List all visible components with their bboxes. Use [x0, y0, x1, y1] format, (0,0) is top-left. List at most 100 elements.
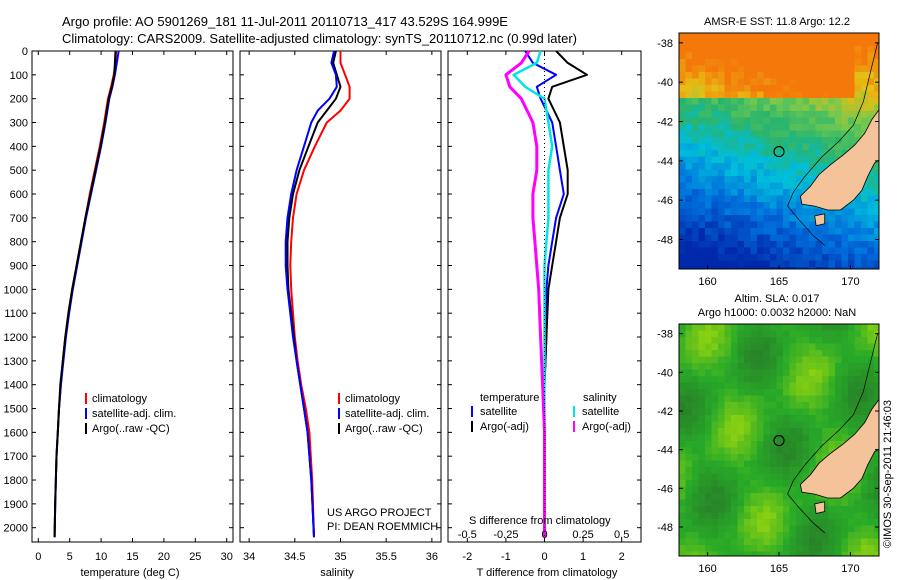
map-cell: [861, 389, 869, 397]
map-cell: [783, 382, 791, 390]
map-cell: [776, 46, 784, 54]
map-cell: [698, 525, 706, 533]
map-cell: [796, 376, 804, 384]
map-cell: [874, 363, 879, 371]
map-cell: [854, 525, 862, 533]
map-cell: [822, 363, 830, 371]
map-cell: [841, 395, 849, 403]
map-cell: [835, 143, 843, 151]
map-cell: [841, 137, 849, 145]
map-cell: [770, 441, 778, 449]
header-line-2: Climatology: CARS2009. Satellite-adjuste…: [62, 31, 577, 46]
map-cell: [783, 46, 791, 54]
map-cell: [685, 434, 693, 442]
map-cell: [724, 78, 732, 86]
map-cell: [679, 98, 687, 106]
map-cell: [744, 52, 752, 60]
map-cell: [705, 72, 713, 80]
map-cell: [841, 78, 849, 86]
map-cell: [822, 130, 830, 138]
map-cell: [822, 337, 830, 345]
map-cell: [705, 189, 713, 197]
map-cell: [809, 124, 817, 132]
map-cell: [848, 46, 856, 54]
map-cell: [692, 434, 700, 442]
map-cell: [802, 247, 810, 255]
map-cell: [861, 493, 869, 501]
map-cell: [789, 337, 797, 345]
map-cell: [776, 156, 784, 164]
map-cell: [809, 228, 817, 236]
map-cell: [731, 480, 739, 488]
map-cell: [685, 208, 693, 216]
map-cell: [724, 260, 732, 268]
map-cell: [796, 72, 804, 80]
map-cell: [848, 330, 856, 338]
map-cell: [867, 202, 875, 210]
map-cell: [789, 130, 797, 138]
map-cell: [848, 395, 856, 403]
map-cell: [828, 39, 836, 47]
map-cell: [789, 493, 797, 501]
map-cell: [692, 421, 700, 429]
map-cell: [828, 402, 836, 410]
map-cell: [802, 434, 810, 442]
map-cell: [783, 434, 791, 442]
map-cell: [809, 499, 817, 507]
map-cell: [731, 532, 739, 540]
map-cell: [841, 512, 849, 520]
map-cell: [841, 493, 849, 501]
map-cell: [809, 376, 817, 384]
map-cell: [835, 39, 843, 47]
map-cell: [815, 337, 823, 345]
map-cell: [854, 545, 862, 553]
map-cell: [763, 473, 771, 481]
map-cell: [776, 104, 784, 112]
map-cell: [757, 376, 765, 384]
map-cell: [705, 421, 713, 429]
map-cell: [854, 389, 862, 397]
map-cell: [815, 117, 823, 125]
map-cell: [757, 460, 765, 468]
map-cell: [679, 382, 687, 390]
map-cell: [763, 176, 771, 184]
map-cell: [750, 525, 758, 533]
map-cell: [744, 124, 752, 132]
map-cell: [737, 421, 745, 429]
legend-s-argo-label: Argo(-adj): [582, 421, 631, 433]
map-cell: [867, 234, 875, 242]
map-cell: [789, 33, 797, 41]
map-cell: [718, 150, 726, 158]
map-cell: [744, 247, 752, 255]
map-cell: [770, 163, 778, 171]
map-cell: [874, 493, 879, 501]
map-cell: [737, 486, 745, 494]
map-cell: [802, 176, 810, 184]
map-cell: [802, 512, 810, 520]
map-cell: [750, 254, 758, 262]
map-cell: [822, 324, 830, 332]
map-cell: [828, 428, 836, 436]
map-cell: [698, 382, 706, 390]
map-cell: [796, 163, 804, 171]
map-cell: [789, 267, 797, 269]
map-cell: [698, 46, 706, 54]
map-cell: [789, 202, 797, 210]
map-cell: [776, 434, 784, 442]
map-cell: [731, 143, 739, 151]
x-tick-label: -2: [462, 551, 472, 563]
map-cell: [874, 545, 879, 553]
map-cell: [718, 350, 726, 358]
map-cell: [750, 195, 758, 203]
map-cell: [711, 551, 719, 556]
map-cell: [718, 143, 726, 151]
map-cell: [679, 376, 687, 384]
map-cell: [711, 538, 719, 546]
map-cell: [705, 415, 713, 423]
map-cell: [822, 389, 830, 397]
map-cell: [711, 376, 719, 384]
map-cell: [822, 441, 830, 449]
map-cell: [679, 343, 687, 351]
map-cell: [822, 124, 830, 132]
map-cell: [750, 228, 758, 236]
